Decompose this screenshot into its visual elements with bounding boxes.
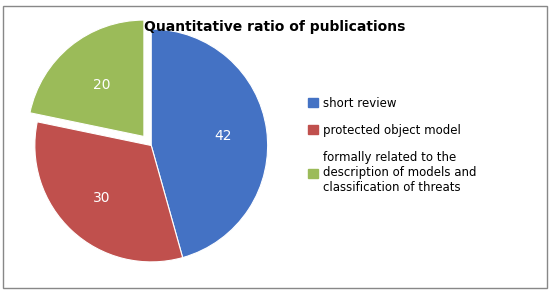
Wedge shape: [35, 122, 183, 262]
Legend: short review, protected object model, formally related to the
description of mod: short review, protected object model, fo…: [309, 97, 476, 194]
Text: 42: 42: [214, 129, 232, 143]
Text: 30: 30: [94, 191, 111, 205]
Wedge shape: [30, 20, 144, 136]
Text: Quantitative ratio of publications: Quantitative ratio of publications: [144, 20, 406, 34]
Text: 20: 20: [94, 78, 111, 92]
Wedge shape: [151, 29, 268, 258]
